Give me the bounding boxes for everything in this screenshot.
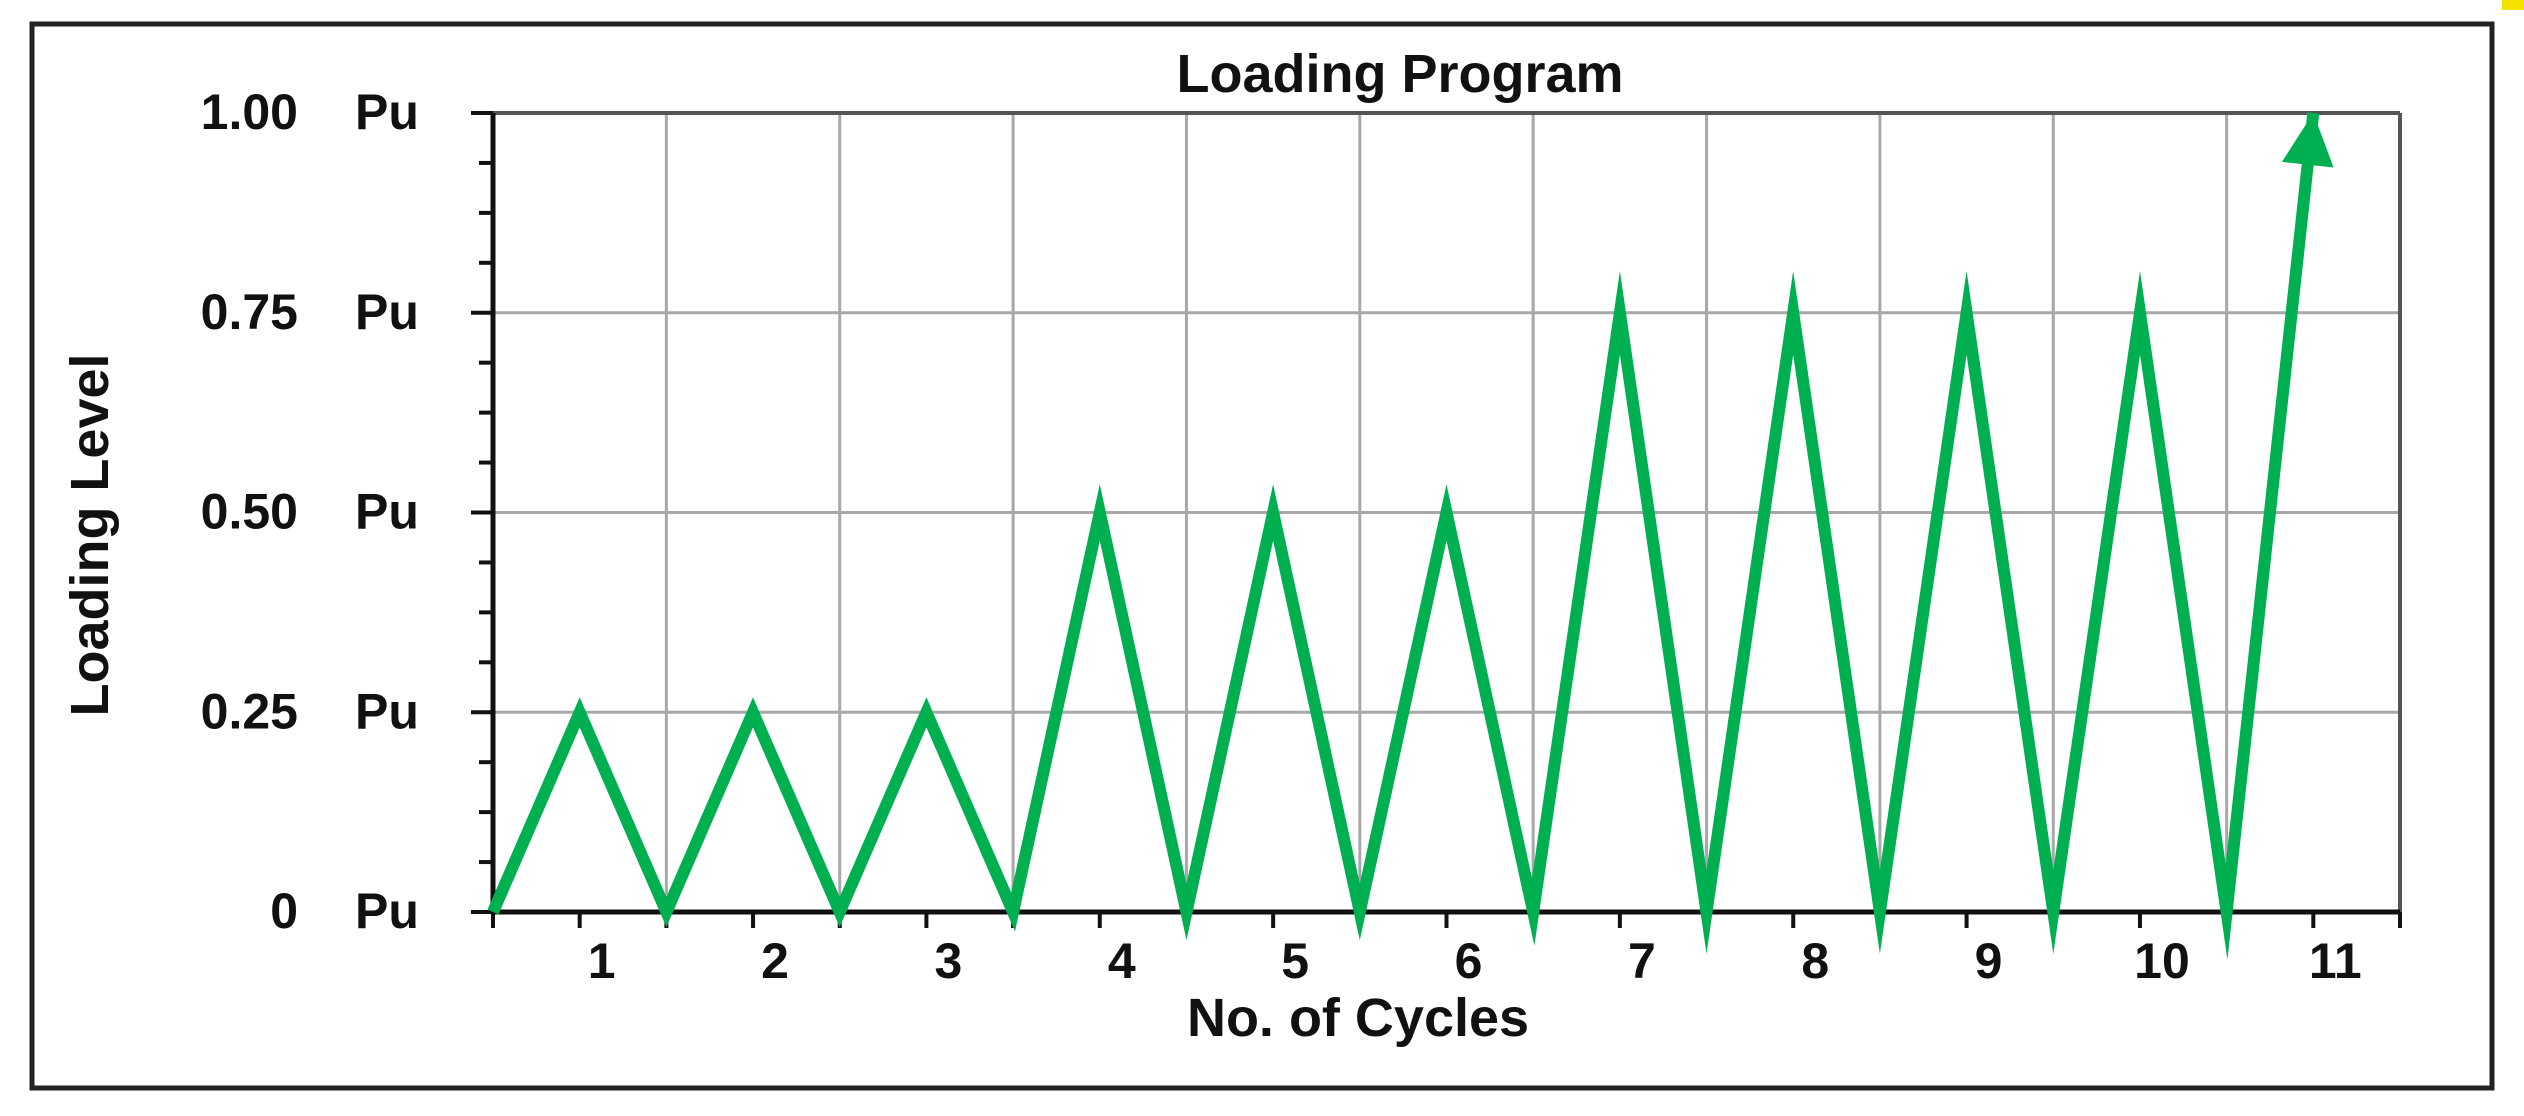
y-tick-label: 0.50 — [201, 484, 298, 540]
y-tick-unit: Pu — [355, 84, 419, 140]
y-tick-unit: Pu — [355, 883, 419, 939]
x-tick-label: 5 — [1281, 933, 1309, 989]
tick-labels: 0 Pu 0.25 Pu 0.50 Pu 0.75 Pu 1.00 Pu 1 2 3 4 5 6 7 8 9 10 11 — [201, 84, 2362, 989]
y-tick-label: 0 — [270, 883, 298, 939]
x-tick-label: 8 — [1801, 933, 1829, 989]
axes — [471, 111, 2402, 928]
x-tick-label: 1 — [588, 933, 616, 989]
x-tick-label: 10 — [2134, 933, 2190, 989]
x-axis-label: No. of Cycles — [1187, 988, 1529, 1048]
y-axis-label: Loading Level — [60, 353, 120, 716]
x-tick-label: 4 — [1108, 933, 1136, 989]
series-layer — [487, 112, 2334, 960]
series-arrow-head — [2281, 113, 2334, 168]
y-tick-unit: Pu — [355, 284, 419, 340]
x-tick-label: 11 — [2309, 933, 2362, 989]
x-tick-label: 7 — [1628, 933, 1656, 989]
series-line — [487, 112, 2320, 960]
x-tick-label: 3 — [935, 933, 963, 989]
x-tick-label: 6 — [1455, 933, 1483, 989]
x-tick-label: 9 — [1975, 933, 2003, 989]
y-tick-label: 1.00 — [201, 84, 298, 140]
chart-corner-accent — [2502, 0, 2524, 10]
y-tick-label: 0.25 — [201, 683, 298, 739]
y-tick-label: 0.75 — [201, 284, 298, 340]
y-tick-unit: Pu — [355, 683, 419, 739]
y-tick-unit: Pu — [355, 484, 419, 540]
x-tick-label: 2 — [761, 933, 789, 989]
chart-title: Loading Program — [1176, 44, 1623, 104]
